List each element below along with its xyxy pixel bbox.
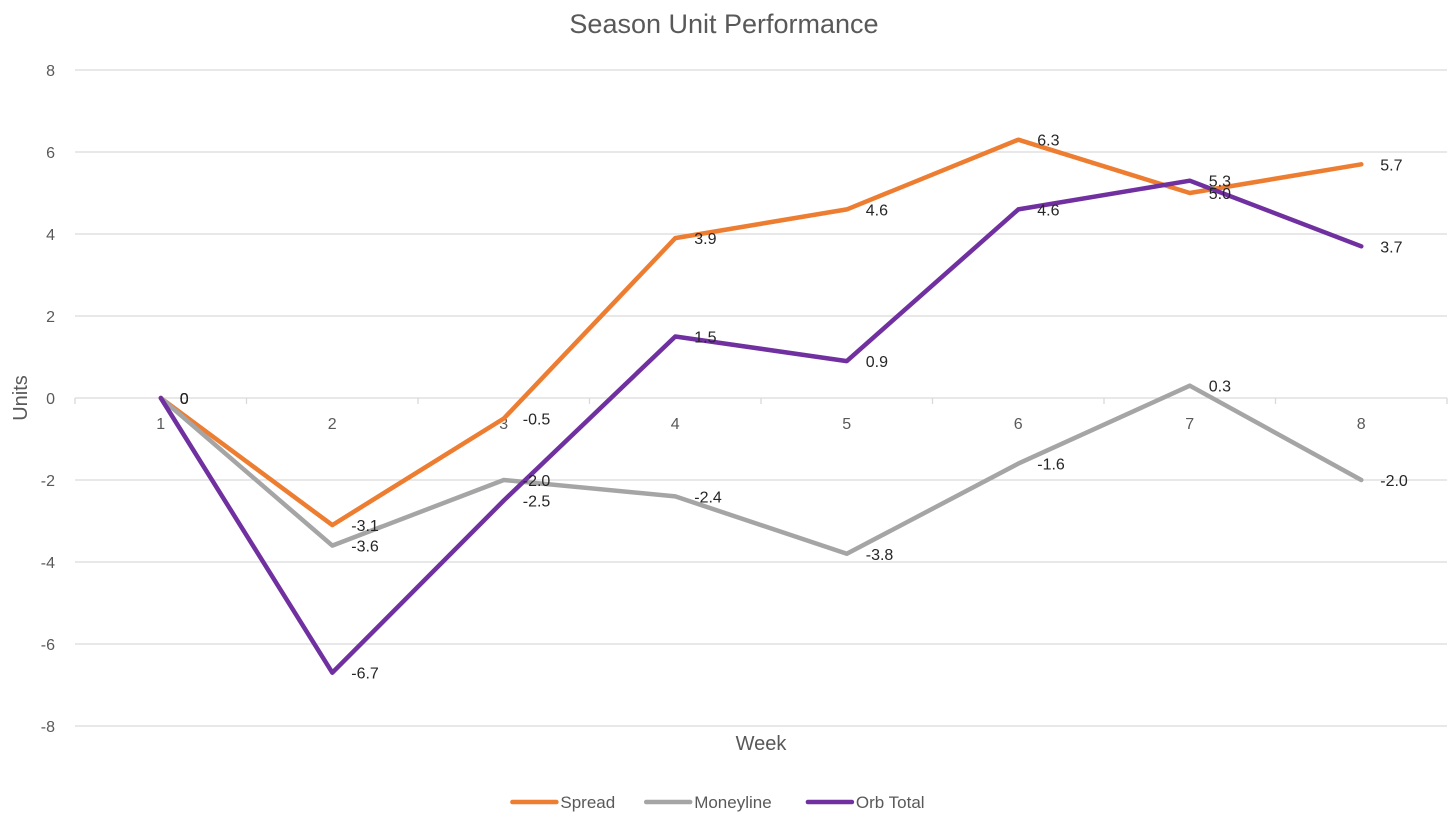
data-label: 0 [180,391,189,408]
x-tick-label: 4 [671,416,680,433]
y-tick-label: -8 [41,719,55,736]
data-label: -2.4 [694,489,722,506]
series-line-orb-total [158,178,1364,675]
data-label: 3.9 [694,231,716,248]
data-label: 5.0 [1209,186,1231,203]
data-label: 0.9 [866,354,888,371]
chart-title: Season Unit Performance [569,9,878,39]
y-tick-label: -4 [41,555,55,572]
data-label: 1.5 [694,330,716,347]
legend-label: Moneyline [694,793,772,812]
y-tick-label: 6 [46,145,55,162]
y-tick-label: 8 [46,63,55,80]
data-label: 4.6 [866,202,888,219]
y-axis-label: Units [10,375,32,421]
data-label: -2.5 [523,494,551,511]
data-labels: 0-3.1-0.53.94.66.35.05.70-3.6-2.0-2.4-3.… [180,133,1408,683]
x-tick-label: 2 [328,416,337,433]
x-axis-label: Week [736,733,788,755]
data-label: 4.6 [1037,202,1059,219]
data-label: -1.6 [1037,457,1065,474]
data-label: -0.5 [523,412,551,429]
legend: Spread Moneyline Orb Total [510,793,925,812]
data-label: -6.7 [351,666,379,683]
data-label: 3.7 [1380,239,1402,256]
series-lines [158,137,1364,675]
x-axis-ticks: 1 2 3 4 5 6 7 8 [74,398,1448,433]
data-label: -2.0 [1380,473,1408,490]
data-label: -2.0 [523,473,551,490]
y-tick-label: 2 [46,309,55,326]
x-tick-label: 7 [1185,416,1194,433]
data-label: 0.3 [1209,379,1231,396]
legend-label: Orb Total [856,793,925,812]
series-line-moneyline [158,383,1364,557]
data-label: 0 [180,391,189,408]
y-tick-label: 0 [46,391,55,408]
y-tick-label: 4 [46,227,55,244]
y-tick-label: -6 [41,637,55,654]
data-label: -3.8 [866,547,894,564]
x-tick-label: 5 [842,416,851,433]
data-label: 5.3 [1209,174,1231,191]
data-label: -3.1 [351,518,379,535]
x-tick-label: 3 [499,416,508,433]
data-label: 0 [180,391,189,408]
x-tick-label: 6 [1014,416,1023,433]
data-label: 5.7 [1380,157,1402,174]
y-tick-label: -2 [41,473,55,490]
x-tick-label: 8 [1357,416,1366,433]
x-tick-label: 1 [156,416,165,433]
data-label: 6.3 [1037,133,1059,150]
series-line-spread [158,137,1364,528]
legend-label: Spread [560,793,615,812]
y-axis-ticks: 8 6 4 2 0 -2 -4 -6 -8 [41,63,55,736]
data-label: -3.6 [351,539,379,556]
